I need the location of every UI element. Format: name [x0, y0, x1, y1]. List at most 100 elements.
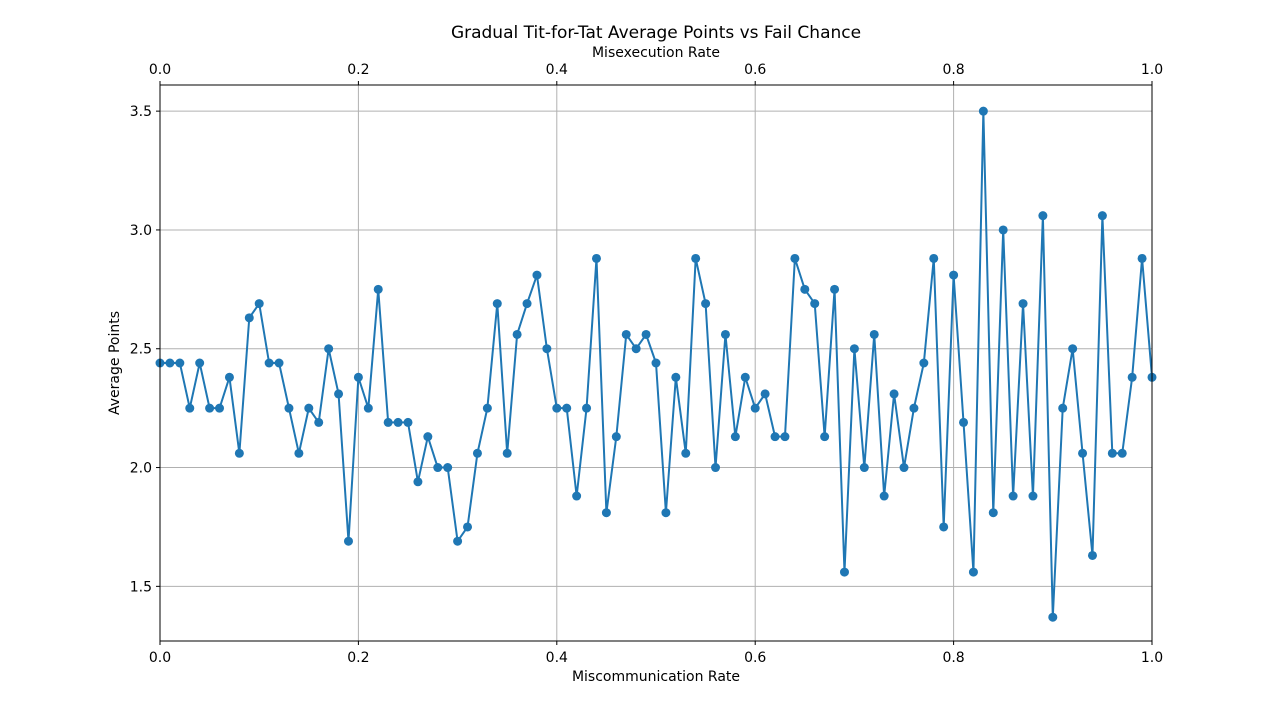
data-point — [591, 253, 601, 263]
data-point — [443, 463, 453, 473]
data-point — [224, 372, 234, 382]
x-tick-label: 1.0 — [1141, 650, 1163, 666]
top-x-axis-label: Misexecution Rate — [592, 45, 720, 61]
data-point — [651, 358, 661, 368]
data-point — [433, 463, 443, 473]
data-point — [195, 358, 205, 368]
data-point — [1107, 448, 1117, 458]
data-point — [522, 299, 532, 309]
data-point — [423, 432, 433, 442]
y-tick-label: 2.5 — [130, 342, 152, 358]
data-point — [978, 106, 988, 116]
data-point — [869, 329, 879, 339]
x-axis-label: Miscommunication Rate — [572, 669, 740, 685]
data-point — [353, 372, 363, 382]
data-point — [849, 344, 859, 354]
data-point — [294, 448, 304, 458]
data-point — [939, 522, 949, 532]
data-point — [274, 358, 284, 368]
data-point — [363, 403, 373, 413]
data-point — [611, 432, 621, 442]
top-x-tick-label: 0.0 — [149, 62, 171, 78]
data-point — [959, 417, 969, 427]
data-point — [572, 491, 582, 501]
data-point — [810, 299, 820, 309]
data-point — [254, 299, 264, 309]
top-x-tick-label: 0.8 — [942, 62, 964, 78]
y-tick-label: 2.0 — [130, 461, 152, 477]
data-point — [1078, 448, 1088, 458]
data-point — [1097, 211, 1107, 221]
data-point — [1068, 344, 1078, 354]
data-point — [343, 536, 353, 546]
data-point — [601, 508, 611, 518]
data-point — [919, 358, 929, 368]
top-x-tick-label: 1.0 — [1141, 62, 1163, 78]
data-point — [582, 403, 592, 413]
data-point — [949, 270, 959, 280]
data-point — [1018, 299, 1028, 309]
data-point — [562, 403, 572, 413]
data-point — [403, 417, 413, 427]
data-point — [859, 463, 869, 473]
data-point — [373, 284, 383, 294]
data-point — [1137, 253, 1147, 263]
y-tick-label: 3.5 — [130, 104, 152, 120]
data-point — [661, 508, 671, 518]
data-point — [1127, 372, 1137, 382]
data-point — [631, 344, 641, 354]
data-point — [304, 403, 314, 413]
data-point — [175, 358, 185, 368]
data-point — [681, 448, 691, 458]
data-point — [760, 389, 770, 399]
data-point — [691, 253, 701, 263]
data-point — [393, 417, 403, 427]
data-point — [889, 389, 899, 399]
data-point — [1028, 491, 1038, 501]
data-point — [988, 508, 998, 518]
data-point — [711, 463, 721, 473]
data-point — [472, 448, 482, 458]
data-point — [383, 417, 393, 427]
chart-title: Gradual Tit-for-Tat Average Points vs Fa… — [451, 23, 861, 43]
y-tick-label: 3.0 — [130, 223, 152, 239]
data-point — [621, 329, 631, 339]
data-point — [463, 522, 473, 532]
data-point — [1058, 403, 1068, 413]
data-point — [532, 270, 542, 280]
ticks: 0.0 0.2 0.4 0.6 0.8 1.0 0.0 0.2 0.4 0.6 0.8 1.0 1.5 2… — [130, 62, 1163, 666]
data-point — [998, 225, 1008, 235]
data-point — [324, 344, 334, 354]
data-point — [968, 567, 978, 577]
data-point — [185, 403, 195, 413]
data-point — [641, 329, 651, 339]
data-point — [165, 358, 175, 368]
data-point — [1048, 612, 1058, 622]
data-point — [879, 491, 889, 501]
data-point — [830, 284, 840, 294]
data-point — [750, 403, 760, 413]
top-x-tick-label: 0.2 — [347, 62, 369, 78]
data-point — [502, 448, 512, 458]
data-point — [790, 253, 800, 263]
top-x-tick-label: 0.4 — [546, 62, 568, 78]
data-point — [820, 432, 830, 442]
data-point — [909, 403, 919, 413]
y-axis-label: Average Points — [107, 311, 123, 415]
data-point — [800, 284, 810, 294]
y-tick-label: 1.5 — [130, 579, 152, 595]
data-point — [552, 403, 562, 413]
data-point — [512, 329, 522, 339]
data-point — [929, 253, 939, 263]
data-point — [1008, 491, 1018, 501]
x-tick-label: 0.4 — [546, 650, 568, 666]
data-point — [215, 403, 225, 413]
data-point — [542, 344, 552, 354]
data-point — [740, 372, 750, 382]
data-point — [701, 299, 711, 309]
plot-frame — [159, 84, 1153, 642]
data-point — [1038, 211, 1048, 221]
data-point — [205, 403, 215, 413]
